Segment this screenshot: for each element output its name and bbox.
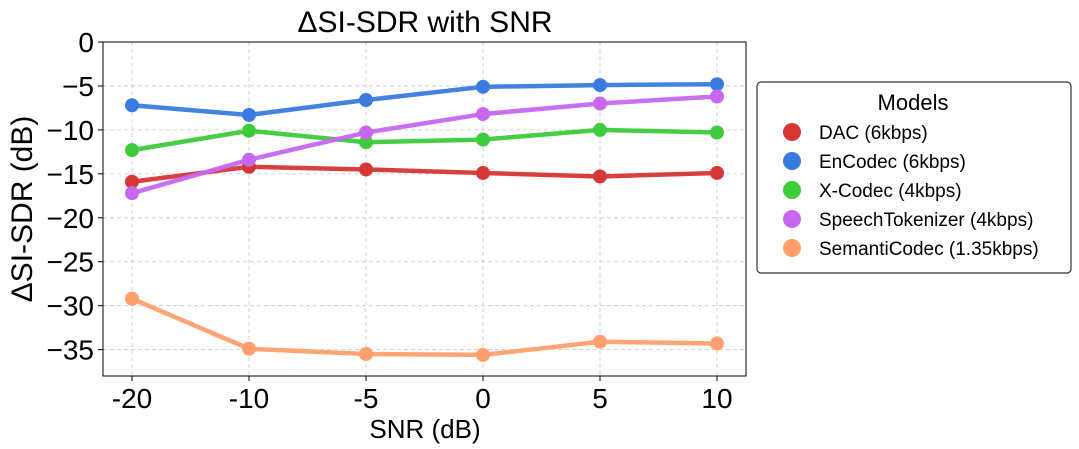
series-line-dac-6kbps <box>129 164 720 185</box>
data-point-speechtokenizer-4kbps <box>476 107 490 122</box>
legend-label-semanticodec-1-35kbps: SemantiCodec (1.35kbps) <box>819 239 1039 260</box>
legend-label-speechtokenizer-4kbps: SpeechTokenizer (4kbps) <box>819 210 1033 231</box>
series-dac-6kbps <box>125 159 724 189</box>
legend-label-dac-6kbps: DAC (6kbps) <box>819 123 928 144</box>
data-point-x-codec-4kbps <box>125 143 139 158</box>
y-tick-label: −15 <box>47 159 95 190</box>
x-tick-label: 5 <box>592 383 608 414</box>
legend-label-encodec-6kbps: EnCodec (6kbps) <box>819 152 966 173</box>
data-point-dac-6kbps <box>125 174 139 189</box>
x-tick-label: 10 <box>701 383 732 414</box>
y-tick-label: −35 <box>47 335 95 366</box>
series-speechtokenizer-4kbps <box>125 89 724 201</box>
data-point-semanticodec-1-35kbps <box>242 341 256 356</box>
data-point-dac-6kbps <box>359 162 373 177</box>
series-line-encodec-6kbps <box>129 81 720 118</box>
y-tick-label: −30 <box>47 291 95 322</box>
data-point-encodec-6kbps <box>710 77 724 92</box>
y-axis-label: ΔSI-SDR (dB) <box>6 116 39 303</box>
data-point-encodec-6kbps <box>359 93 373 108</box>
data-point-encodec-6kbps <box>242 107 256 122</box>
y-tick-label: −5 <box>62 71 94 102</box>
data-point-speechtokenizer-4kbps <box>359 125 373 140</box>
x-tick-label: -20 <box>112 383 152 414</box>
data-point-x-codec-4kbps <box>710 125 724 140</box>
legend-marker-semanticodec-1-35kbps <box>783 239 801 257</box>
data-point-speechtokenizer-4kbps <box>125 186 139 201</box>
data-point-speechtokenizer-4kbps <box>242 152 256 167</box>
data-point-semanticodec-1-35kbps <box>125 291 139 306</box>
data-point-x-codec-4kbps <box>359 135 373 150</box>
y-tick-label: −25 <box>47 247 95 278</box>
series-x-codec-4kbps <box>125 122 724 158</box>
data-point-semanticodec-1-35kbps <box>476 347 490 362</box>
series-layer <box>125 77 724 362</box>
data-point-dac-6kbps <box>476 165 490 180</box>
y-tick-label: −20 <box>47 203 95 234</box>
data-point-encodec-6kbps <box>125 98 139 113</box>
series-line-x-codec-4kbps <box>129 127 720 153</box>
legend-entries: DAC (6kbps) EnCodec (6kbps) X-Codec (4kbps… <box>783 123 1039 260</box>
x-axis: -20 -10 -5 0 5 10 <box>112 376 733 414</box>
data-point-dac-6kbps <box>593 169 607 184</box>
y-axis: 0 −5 −10 −15 −20 −25 −30 −35 <box>47 27 103 366</box>
data-point-encodec-6kbps <box>476 79 490 94</box>
legend-marker-encodec-6kbps <box>783 152 801 170</box>
legend-label-x-codec-4kbps: X-Codec (4kbps) <box>819 181 962 202</box>
data-point-x-codec-4kbps <box>593 122 607 137</box>
x-tick-label: 0 <box>475 383 491 414</box>
data-point-semanticodec-1-35kbps <box>593 334 607 349</box>
data-point-x-codec-4kbps <box>476 132 490 147</box>
data-point-semanticodec-1-35kbps <box>359 347 373 362</box>
x-tick-label: -5 <box>354 383 379 414</box>
data-point-speechtokenizer-4kbps <box>593 96 607 111</box>
x-axis-label: SNR (dB) <box>369 414 480 444</box>
series-line-speechtokenizer-4kbps <box>129 94 720 196</box>
legend-marker-dac-6kbps <box>783 123 801 141</box>
legend: Models DAC (6kbps) EnCodec (6kbps) X-Codec… <box>756 81 1072 274</box>
y-tick-label: −10 <box>47 115 95 146</box>
series-semanticodec-1-35kbps <box>125 291 724 362</box>
data-point-encodec-6kbps <box>593 78 607 93</box>
series-encodec-6kbps <box>125 77 724 122</box>
data-point-x-codec-4kbps <box>242 123 256 138</box>
plot-frame <box>102 41 747 377</box>
legend-title: Models <box>878 90 949 115</box>
legend-marker-speechtokenizer-4kbps <box>783 210 801 228</box>
y-tick-label: 0 <box>78 27 94 58</box>
x-tick-label: -10 <box>229 383 269 414</box>
data-point-semanticodec-1-35kbps <box>710 336 724 351</box>
legend-marker-x-codec-4kbps <box>783 181 801 199</box>
chart-title: ΔSI-SDR with SNR <box>297 6 552 39</box>
series-line-semanticodec-1-35kbps <box>129 296 720 358</box>
data-point-dac-6kbps <box>710 165 724 180</box>
data-point-speechtokenizer-4kbps <box>710 89 724 104</box>
legend-box <box>756 81 1072 274</box>
